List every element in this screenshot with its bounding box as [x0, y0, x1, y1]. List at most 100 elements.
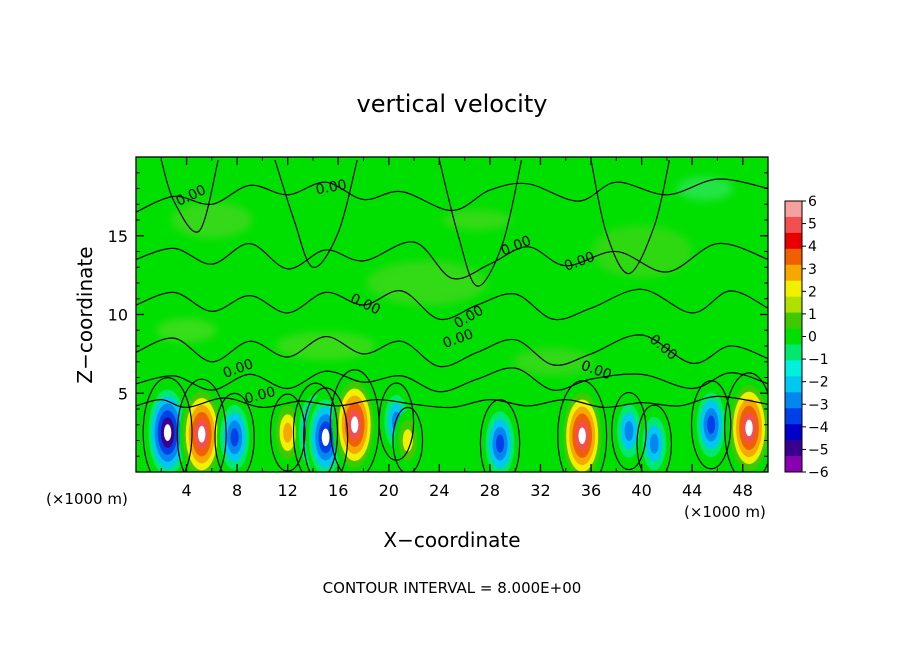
contour-line [274, 159, 358, 268]
colorbar-tick-label: 5 [808, 217, 817, 233]
field-patch [156, 318, 217, 343]
x-tick-label: 48 [733, 481, 753, 500]
velocity-band [350, 416, 359, 434]
velocity-cell [216, 397, 253, 472]
velocity-cell [332, 374, 377, 472]
x-tick-label: 40 [631, 481, 651, 500]
colorbar-swatch [785, 328, 802, 345]
velocity-band [495, 434, 505, 453]
colorbar: 6 5 4 3 2 1 0 −1 −2 −3 −4 −5 −6 [784, 194, 829, 481]
colorbar-swatch [785, 456, 802, 473]
contour-label: 0.00 [243, 384, 277, 408]
contour-cell-outline [292, 382, 339, 472]
contour-cell-outline [303, 387, 349, 472]
chart-title: vertical velocity [357, 90, 548, 118]
x-tick-label: 4 [181, 481, 191, 500]
contour-cell-outline [611, 391, 647, 471]
contour-cell-outline [557, 380, 608, 472]
contour-cell-outline [724, 372, 768, 472]
colorbar-swatch [785, 440, 802, 457]
contour-cell-outline [392, 406, 424, 472]
colorbar-swatch [785, 264, 802, 282]
contour-interval-note: CONTOUR INTERVAL = 8.000E+00 [323, 579, 582, 597]
colorbar-tick-label: −4 [808, 420, 829, 436]
contour-line [136, 395, 768, 409]
y-tick-label: 5 [118, 384, 128, 403]
field-patch [275, 332, 376, 360]
x-axis-label: X−coordinate [383, 528, 520, 552]
colorbar-swatch [785, 312, 802, 330]
colorbar-tick-label: −2 [808, 375, 829, 391]
contour-cell-outline [176, 378, 227, 472]
colorbar-swatch [785, 248, 802, 266]
colorbar-swatch [785, 408, 802, 425]
field-patch [676, 176, 733, 201]
contour-line [136, 334, 768, 368]
colorbar-swatch [785, 232, 802, 250]
contour-line [136, 241, 768, 280]
contour-line [136, 178, 768, 213]
field-patch [171, 202, 252, 238]
velocity-cell [272, 397, 304, 468]
velocity-band [578, 427, 586, 445]
contour-cell-outline [636, 404, 673, 472]
x-tick-label: 32 [530, 481, 550, 500]
field-patch [443, 210, 512, 230]
velocity-band [745, 419, 753, 437]
velocity-band [230, 428, 239, 447]
velocity-band [649, 433, 659, 454]
contour-cell-outline [142, 377, 193, 472]
x-tick-label: 20 [379, 481, 399, 500]
contour-line [136, 288, 768, 321]
contour-cell-outline [690, 380, 732, 470]
x-unit-right: (×1000 m) [684, 503, 766, 521]
colorbar-swatch [785, 296, 802, 314]
colorbar-tick-label: 2 [808, 284, 817, 300]
contour-label: 0.00 [314, 177, 347, 198]
y-axis-label: Z−coordinate [73, 246, 97, 383]
colorbar-tick-label: −5 [808, 442, 829, 458]
contour-cell-outline [479, 399, 521, 472]
colorbar-swatch [785, 201, 802, 218]
colorbar-swatch [785, 424, 802, 441]
colorbar-tick-label: 4 [808, 239, 817, 255]
velocity-band [163, 424, 172, 441]
velocity-cell [179, 384, 224, 472]
background-patches [156, 176, 733, 376]
y-tick-label: 15 [108, 227, 128, 246]
colorbar-swatch [785, 216, 802, 234]
contour-group [136, 159, 768, 472]
velocity-band [283, 422, 293, 443]
velocity-band [321, 428, 330, 447]
colorbar-tick-label: −1 [808, 352, 829, 368]
x-tick-label: 16 [328, 481, 348, 500]
velocity-cell [559, 385, 605, 472]
colorbar-tick-label: 6 [808, 194, 817, 210]
x-tick-label: 8 [232, 481, 242, 500]
field-patch [513, 347, 594, 376]
x-tick-label: 28 [480, 481, 500, 500]
colorbar-tick-label: −3 [808, 397, 829, 413]
velocity-cell [394, 410, 422, 471]
contour-line [160, 159, 219, 233]
contour-line [136, 367, 768, 393]
x-tick-label: 12 [278, 481, 298, 500]
colorbar-tick-label: 3 [808, 262, 817, 278]
velocity-cell [726, 377, 768, 472]
colorbar-swatch [785, 392, 802, 409]
x-tick-label: 24 [429, 481, 449, 500]
contour-line [438, 159, 523, 287]
colorbar-swatch [785, 280, 802, 298]
velocity-cell [693, 384, 729, 465]
velocity-cell [638, 408, 670, 472]
velocity-band [707, 415, 716, 434]
colorbar-swatch [785, 360, 802, 377]
velocity-cell [482, 403, 518, 472]
colorbar-swatch [785, 344, 802, 361]
colorbar-tick-label: −6 [808, 465, 829, 481]
contour-line [590, 159, 670, 275]
x-tick-label: 44 [682, 481, 702, 500]
velocity-band [624, 421, 634, 442]
